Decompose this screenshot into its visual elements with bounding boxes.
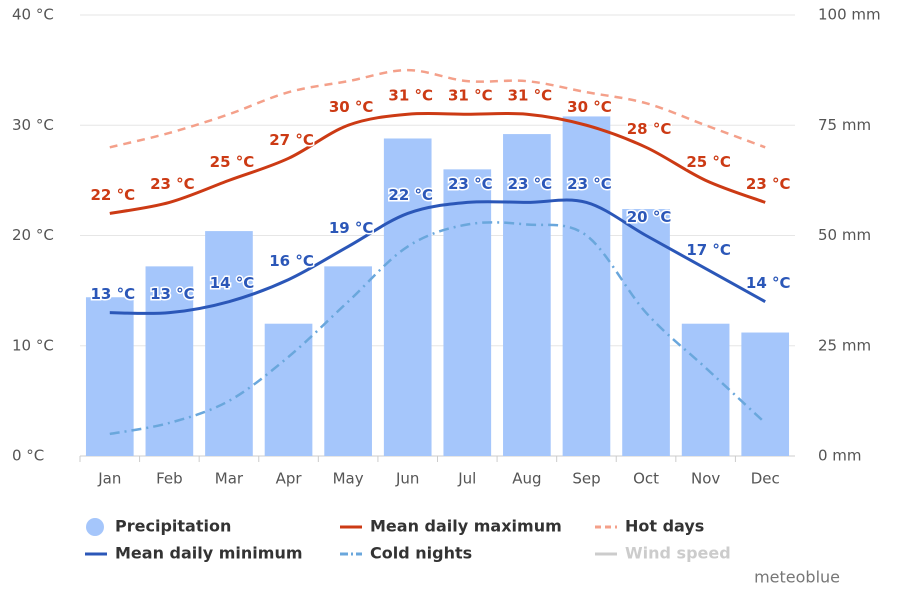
value-label: 19 °C <box>329 219 374 237</box>
x-tick-label: Feb <box>156 470 183 488</box>
bar <box>741 332 790 456</box>
y-tick-label: 30 °C <box>12 116 54 134</box>
line <box>109 198 766 315</box>
x-tick-label: May <box>333 470 364 488</box>
legend-label: Wind speed <box>625 544 731 563</box>
value-label: 16 °C <box>269 252 314 270</box>
bar <box>622 209 670 456</box>
credit: meteoblue <box>754 568 840 587</box>
x-tick-label: Apr <box>276 470 303 488</box>
x-tick-label: Aug <box>512 470 541 488</box>
legend-label: Cold nights <box>370 544 472 563</box>
y-tick-label: 10 °C <box>12 336 54 354</box>
legend-label: Hot days <box>625 517 704 536</box>
value-label: 17 °C <box>686 241 731 259</box>
value-label: 23 °C <box>567 175 612 193</box>
legend-symbol <box>86 518 104 536</box>
x-tick-label: Sep <box>572 470 600 488</box>
y2-tick-label: 75 mm <box>818 116 871 134</box>
legend-label: Precipitation <box>115 517 231 536</box>
value-label: 13 °C <box>90 285 135 303</box>
line <box>109 68 766 149</box>
x-tick-label: Jan <box>97 470 121 488</box>
x-tick-label: Jun <box>395 470 419 488</box>
line <box>109 111 766 215</box>
bar <box>264 323 313 456</box>
bar <box>145 266 194 456</box>
value-label: 23 °C <box>508 175 553 193</box>
legend-label: Mean daily minimum <box>115 544 303 563</box>
value-label: 14 °C <box>746 274 791 292</box>
value-label: 14 °C <box>210 274 255 292</box>
value-label: 23 °C <box>448 175 493 193</box>
value-label: 31 °C <box>448 87 493 105</box>
value-label: 25 °C <box>210 153 255 171</box>
y2-tick-label: 0 mm <box>818 447 862 465</box>
bar <box>324 266 372 456</box>
x-tick-label: Jul <box>457 470 476 488</box>
bar <box>85 297 134 456</box>
grid <box>79 14 795 462</box>
y2-tick-label: 50 mm <box>818 226 871 244</box>
value-label: 31 °C <box>508 87 553 105</box>
value-label: 22 °C <box>388 186 433 204</box>
bar <box>503 134 551 456</box>
bar <box>383 138 432 457</box>
bar <box>443 169 492 456</box>
value-label: 28 °C <box>627 120 672 138</box>
value-label: 25 °C <box>686 153 731 171</box>
x-tick-label: Nov <box>691 470 720 488</box>
bars <box>85 116 790 457</box>
y-tick-label: 0 °C <box>12 447 44 465</box>
lines <box>109 68 767 436</box>
bar <box>681 323 730 456</box>
labels: 22 °C 23 °C 25 °C 27 °C 30 °C 31 °C 31 °C 31 °C… <box>89 85 792 304</box>
value-label: 30 °C <box>567 98 612 116</box>
value-label: 31 °C <box>388 87 433 105</box>
y-tick-label: 40 °C <box>12 6 54 24</box>
value-label: 22 °C <box>90 186 135 204</box>
value-label: 23 °C <box>150 175 195 193</box>
value-label: 13 °C <box>150 285 195 303</box>
line <box>109 221 767 436</box>
x-tick-label: Dec <box>751 470 780 488</box>
value-label: 30 °C <box>329 98 374 116</box>
x-tick-label: Mar <box>215 470 244 488</box>
value-label: 27 °C <box>269 131 314 149</box>
y2-tick-label: 100 mm <box>818 6 881 24</box>
value-label: 20 °C <box>627 208 672 226</box>
bar <box>205 231 253 456</box>
legend-label: Mean daily maximum <box>370 517 562 536</box>
value-label: 23 °C <box>746 175 791 193</box>
y2-tick-label: 25 mm <box>818 336 871 354</box>
bar <box>562 116 611 457</box>
x-tick-label: Oct <box>633 470 659 488</box>
y-tick-label: 20 °C <box>12 226 54 244</box>
